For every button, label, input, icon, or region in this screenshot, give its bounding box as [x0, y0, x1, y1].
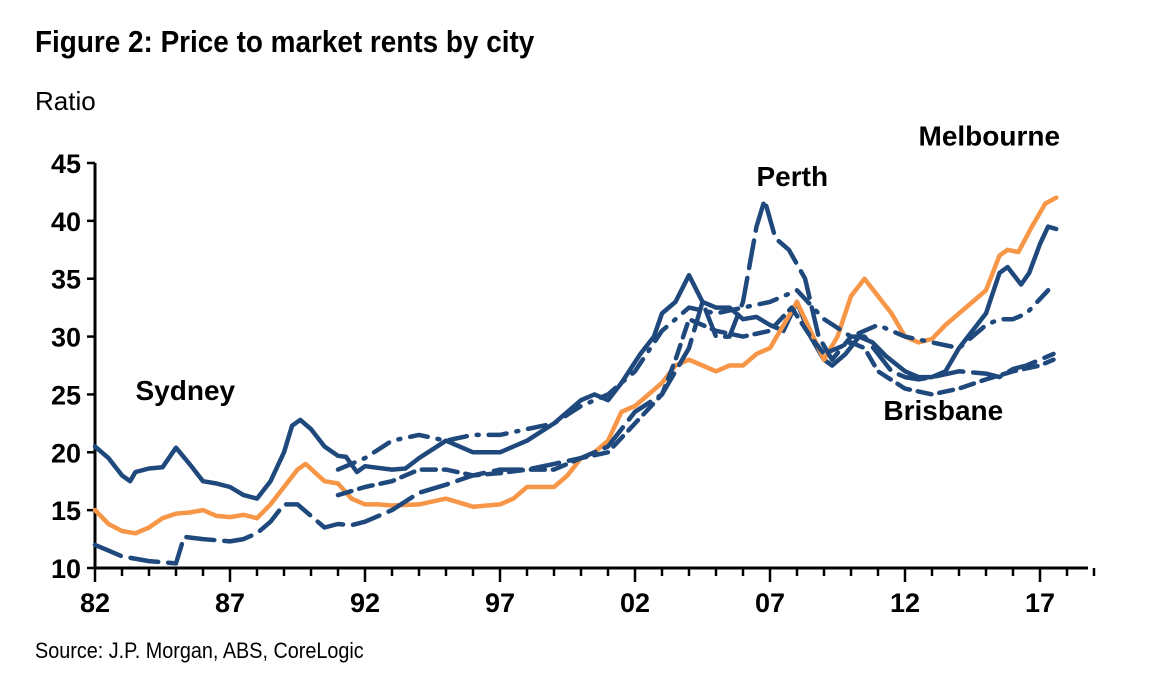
y-tick-label: 35	[51, 265, 81, 295]
y-tick-label: 30	[51, 323, 81, 353]
series-line-melbourne	[92, 195, 1059, 536]
y-tick-label: 25	[51, 380, 81, 410]
y-tick-label: 20	[51, 438, 81, 468]
y-axis-label: Ratio	[35, 86, 96, 116]
y-tick-label: 15	[51, 496, 81, 526]
y-tick-label: 45	[51, 149, 81, 179]
x-tick-label: 97	[485, 588, 515, 618]
x-tick-label: 02	[620, 588, 650, 618]
x-tick-label: 17	[1025, 588, 1055, 618]
series-line-perth	[92, 197, 1056, 566]
x-tick-label: 87	[215, 588, 245, 618]
annotation-melbourne: Melbourne	[919, 121, 1061, 152]
y-tick-label: 40	[51, 207, 81, 237]
x-tick-label: 12	[890, 588, 920, 618]
chart-title: Figure 2: Price to market rents by city	[35, 24, 535, 59]
y-tick-label: 10	[51, 554, 81, 584]
annotation-brisbane: Brisbane	[883, 395, 1003, 426]
series-line-unlabeled	[335, 288, 1051, 472]
annotation-perth: Perth	[757, 161, 829, 192]
x-tick-label: 92	[350, 588, 380, 618]
series-line-brisbane	[335, 305, 1056, 498]
x-tick-label: 82	[80, 588, 110, 618]
source-note: Source: J.P. Morgan, ABS, CoreLogic	[35, 638, 364, 663]
x-tick-label: 07	[755, 588, 785, 618]
annotation-sydney: Sydney	[136, 375, 236, 406]
